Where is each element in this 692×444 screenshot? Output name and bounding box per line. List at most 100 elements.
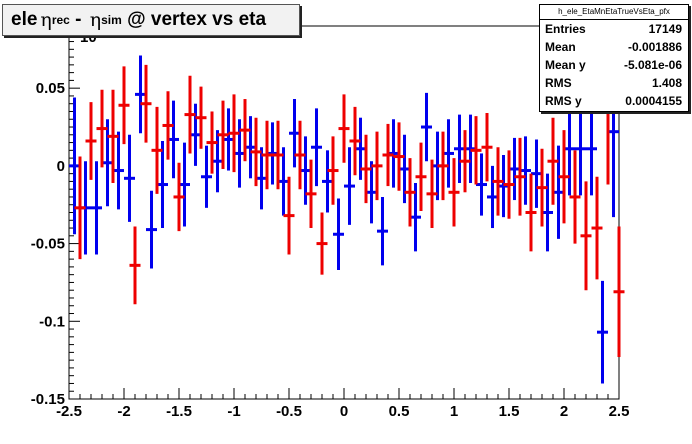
red-data-point [261,120,273,190]
red-data-point [107,89,119,183]
red-data-point [85,102,97,180]
blue-data-point [179,142,190,227]
red-data-point [514,137,526,216]
red-data-point [316,212,328,275]
blue-data-point [333,198,344,271]
blue-data-point [278,147,289,216]
blue-data-point [465,114,476,183]
stats-row-rms-y: RMS y 0.0004155 [540,92,688,110]
red-data-point [118,66,130,145]
red-data-point [448,158,460,227]
red-data-point [96,89,108,168]
blue-data-point [531,139,542,208]
stats-row-mean-y: Mean y -5.081e-06 [540,56,688,74]
blue-data-point [564,102,575,196]
red-data-point [151,106,163,194]
red-data-point [272,120,284,190]
red-data-point [547,117,559,205]
eta-symbol-1: η [40,9,52,31]
red-data-point [217,100,229,169]
blue-data-point [69,97,80,235]
blue-data-point [454,114,465,183]
y-tick-label: 0.05 [36,80,65,97]
x-tick-label: -2.5 [56,403,82,420]
blue-data-point [520,136,531,205]
stats-label: Mean y [545,58,586,72]
red-data-point [195,86,207,149]
red-data-point [74,156,86,260]
blue-data-point [267,122,278,185]
stats-value: -5.081e-06 [623,58,682,72]
blue-data-point [344,147,355,225]
stats-value: 1.408 [651,76,682,90]
red-data-point [129,226,141,305]
red-data-point [294,120,306,190]
title-part1: ele [11,9,38,30]
blue-data-point [509,137,520,201]
red-data-point [206,111,218,174]
blue-data-point [421,92,432,162]
blue-data-point [487,165,498,229]
stats-box: h_ele_EtaMnEtaTrueVsEta_pfx Entries 1714… [539,4,689,112]
blue-data-point [476,153,487,216]
blue-data-point [113,131,124,210]
x-tick-label: -1 [227,403,240,420]
red-data-point [536,148,548,227]
red-data-point [140,64,152,143]
blue-data-point [102,119,113,207]
x-tick-label: -0.5 [276,403,302,420]
stats-label: RMS [545,76,572,90]
red-data-point [459,130,471,193]
y-tick-label: 0 [57,158,65,175]
x-tick-label: 0.5 [389,403,410,420]
red-data-point [305,159,317,229]
blue-data-point [355,117,366,180]
red-data-point [580,181,592,291]
blue-data-point [190,103,201,166]
red-data-point [569,150,581,244]
blue-data-point [366,161,377,224]
red-data-point [558,130,570,224]
red-data-point [338,94,350,163]
stats-row-rms: RMS 1.408 [540,74,688,92]
red-data-point [404,158,416,227]
red-data-point [503,150,515,219]
blue-data-point [289,99,300,168]
blue-data-point [223,108,234,171]
blue-data-point [377,196,388,266]
stats-value: -0.001886 [627,40,682,54]
blue-data-point [157,141,168,229]
blue-data-point [256,147,267,210]
blue-data-point [168,100,179,179]
blue-data-point [91,161,102,255]
red-data-point [382,123,394,187]
blue-data-point [322,150,333,213]
red-data-point [393,122,405,191]
red-data-point [349,106,361,176]
blue-data-point [124,134,135,222]
blue-data-point [201,145,212,208]
red-data-point [470,116,482,185]
subscript-sim: sim [101,13,122,27]
blue-data-point [245,116,256,179]
red-data-point [481,113,493,182]
red-data-point [613,226,625,358]
red-data-point [162,91,174,160]
red-data-point [415,142,427,211]
red-data-point [492,147,504,216]
red-data-point [525,173,537,252]
x-tick-label: 1.5 [499,403,520,420]
stats-value: 0.0004155 [625,94,682,108]
blue-data-point [542,173,553,252]
red-data-point [173,162,185,232]
red-data-point [426,159,438,229]
stats-row-mean: Mean -0.001886 [540,38,688,56]
blue-data-point [443,119,454,188]
blue-data-point [575,102,586,196]
blue-data-point [135,55,146,134]
red-data-point [184,75,196,154]
y-tick-label: -0.15 [31,391,65,408]
eta-symbol-2: η [89,9,102,31]
blue-data-point [146,190,157,269]
